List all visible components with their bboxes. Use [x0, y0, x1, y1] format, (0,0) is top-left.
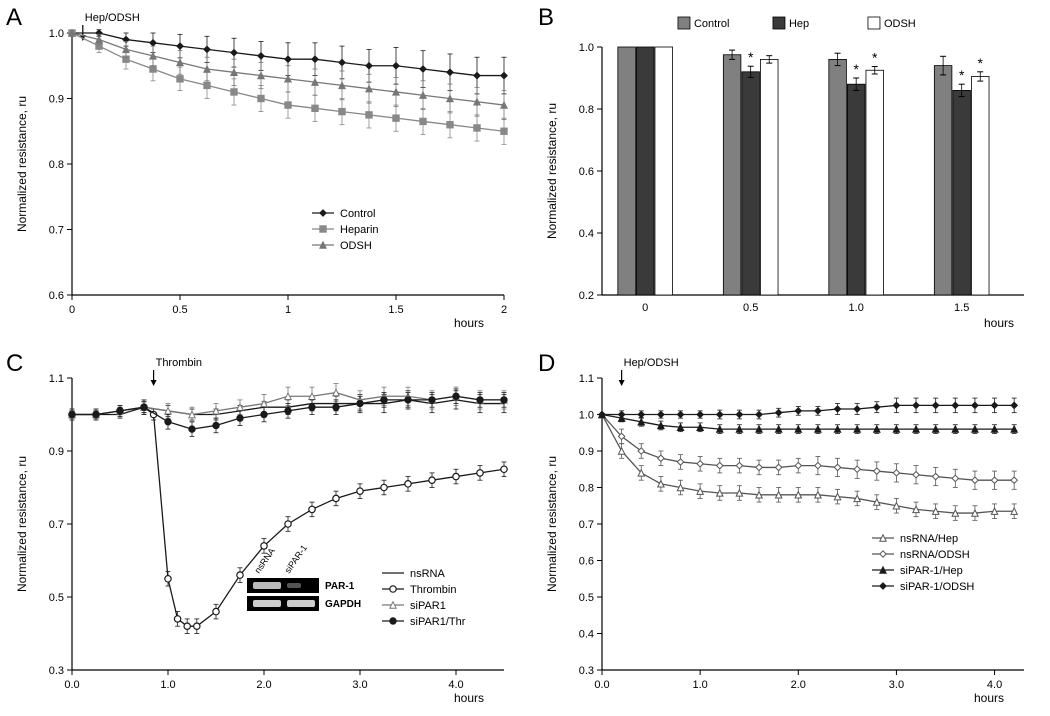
svg-text:1.0: 1.0 — [849, 302, 864, 314]
svg-text:0.5: 0.5 — [579, 592, 594, 604]
svg-text:Normalized resistance, ru: Normalized resistance, ru — [15, 96, 29, 232]
svg-text:Control: Control — [340, 208, 375, 220]
svg-text:*: * — [959, 67, 965, 83]
panel-b: 0.2 0.4 0.6 0.8 1.0 Normalized resistance, ru… — [540, 5, 1040, 335]
svg-text:0.6: 0.6 — [579, 166, 594, 178]
svg-text:0.4: 0.4 — [579, 228, 594, 240]
svg-text:0.9: 0.9 — [49, 446, 64, 458]
svg-text:Thrombin: Thrombin — [156, 357, 202, 369]
svg-text:siPAR-1: siPAR-1 — [282, 543, 309, 575]
svg-text:1.1: 1.1 — [579, 373, 594, 385]
svg-text:nsRNA/ODSH: nsRNA/ODSH — [900, 549, 970, 561]
svg-text:1.1: 1.1 — [49, 373, 64, 385]
panel-a: 0.6 0.7 0.8 0.9 1.0 0 0.5 1 1.5 2 Normalized resis… — [10, 5, 520, 335]
svg-text:ODSH: ODSH — [884, 18, 916, 30]
svg-text:0.5: 0.5 — [743, 302, 758, 314]
svg-text:*: * — [853, 61, 859, 77]
svg-text:1.0: 1.0 — [579, 410, 594, 422]
svg-text:1.5: 1.5 — [388, 304, 403, 316]
svg-text:*: * — [978, 55, 984, 71]
svg-text:0.0: 0.0 — [594, 679, 609, 691]
svg-text:0.8: 0.8 — [49, 159, 64, 171]
svg-text:hours: hours — [454, 316, 484, 330]
svg-text:Hep/ODSH: Hep/ODSH — [624, 357, 679, 369]
svg-text:Hep: Hep — [789, 18, 809, 30]
svg-text:nsRNA: nsRNA — [252, 546, 277, 575]
svg-text:1.5: 1.5 — [954, 302, 969, 314]
svg-text:Thrombin: Thrombin — [410, 584, 456, 596]
svg-text:4.0: 4.0 — [987, 679, 1002, 691]
svg-text:1.0: 1.0 — [692, 679, 707, 691]
svg-text:ODSH: ODSH — [340, 240, 372, 252]
svg-text:0.9: 0.9 — [579, 446, 594, 458]
figure-container: A B C D 0.60.70.80.91.000.511.52Normaliz… — [0, 0, 1050, 716]
svg-text:0.8: 0.8 — [579, 483, 594, 495]
svg-text:1: 1 — [285, 304, 291, 316]
svg-text:0.9: 0.9 — [49, 94, 64, 106]
svg-text:1.0: 1.0 — [579, 42, 594, 54]
svg-text:hours: hours — [974, 691, 1004, 705]
svg-text:Control: Control — [694, 18, 729, 30]
svg-text:hours: hours — [984, 316, 1014, 330]
svg-text:0.3: 0.3 — [49, 665, 64, 677]
svg-text:2: 2 — [501, 304, 507, 316]
svg-text:0.6: 0.6 — [579, 556, 594, 568]
svg-text:3.0: 3.0 — [889, 679, 904, 691]
svg-text:*: * — [748, 49, 754, 65]
svg-text:2.0: 2.0 — [791, 679, 806, 691]
svg-text:0.3: 0.3 — [579, 665, 594, 677]
svg-text:2.0: 2.0 — [256, 679, 271, 691]
svg-text:siPAR-1/ODSH: siPAR-1/ODSH — [900, 581, 974, 593]
svg-text:Normalized resistance, ru: Normalized resistance, ru — [15, 456, 29, 592]
svg-text:Hep/ODSH: Hep/ODSH — [85, 12, 140, 24]
svg-text:hours: hours — [454, 691, 484, 705]
panel-d: 0.3 0.4 0.5 0.6 0.7 0.8 0.9 1.0 1.1 0.0 1.0 2.0 3.0 4… — [540, 350, 1040, 710]
svg-text:0.0: 0.0 — [64, 679, 79, 691]
svg-text:siPAR1: siPAR1 — [410, 600, 446, 612]
svg-text:Normalized resistance, ru: Normalized resistance, ru — [545, 103, 559, 239]
svg-text:Heparin: Heparin — [340, 224, 379, 236]
svg-text:0.8: 0.8 — [579, 104, 594, 116]
svg-text:GAPDH: GAPDH — [325, 599, 361, 610]
svg-text:0.5: 0.5 — [49, 592, 64, 604]
svg-text:0.7: 0.7 — [579, 519, 594, 531]
svg-text:Normalized resistance, ru: Normalized resistance, ru — [545, 456, 559, 592]
svg-text:nsRNA: nsRNA — [410, 568, 446, 580]
svg-text:0: 0 — [69, 304, 75, 316]
svg-text:4.0: 4.0 — [448, 679, 463, 691]
svg-text:0.6: 0.6 — [49, 290, 64, 302]
svg-text:siPAR1/Thr: siPAR1/Thr — [410, 616, 466, 628]
svg-text:0.2: 0.2 — [579, 290, 594, 302]
panel-c: 0.3 0.5 0.7 0.9 1.1 0.0 1.0 2.0 3.0 4.0 Normalized… — [10, 350, 520, 710]
svg-text:0.5: 0.5 — [172, 304, 187, 316]
svg-text:PAR-1: PAR-1 — [325, 581, 355, 592]
svg-text:1.0: 1.0 — [160, 679, 175, 691]
svg-text:0.7: 0.7 — [49, 519, 64, 531]
svg-text:1.0: 1.0 — [49, 28, 64, 40]
svg-text:siPAR-1/Hep: siPAR-1/Hep — [900, 565, 963, 577]
svg-text:0: 0 — [642, 302, 648, 314]
svg-text:3.0: 3.0 — [352, 679, 367, 691]
svg-text:0.7: 0.7 — [49, 225, 64, 237]
svg-text:*: * — [872, 50, 878, 66]
svg-text:0.4: 0.4 — [579, 629, 594, 641]
svg-text:nsRNA/Hep: nsRNA/Hep — [900, 533, 958, 545]
